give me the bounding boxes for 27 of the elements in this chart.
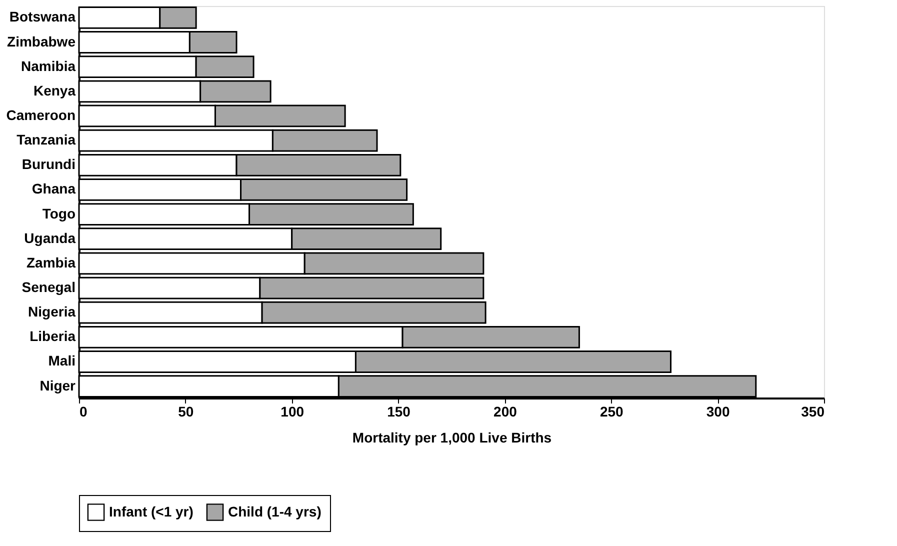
y-tick-label: Uganda (24, 230, 76, 246)
y-tick-label: Kenya (33, 82, 76, 98)
x-tick-label: 250 (600, 404, 624, 420)
x-tick-label: 200 (494, 404, 518, 420)
y-tick-label: Botswana (9, 8, 76, 25)
legend-label: Child (1-4 yrs) (228, 503, 322, 520)
x-tick-label: 150 (387, 404, 411, 420)
y-tick-label: Ghana (32, 180, 76, 197)
y-tick-label: Tanzania (16, 132, 76, 148)
y-tick-label: Togo (42, 205, 76, 222)
y-tick-label: Senegal (22, 279, 76, 296)
legend-label: Infant (<1 yr) (109, 503, 194, 520)
x-tick-label: 100 (280, 404, 304, 420)
x-tick-label: 0 (80, 404, 88, 420)
x-tick-label: 350 (801, 404, 825, 420)
y-tick-label: Burundi (22, 156, 76, 172)
x-tick-label: 50 (178, 404, 194, 420)
y-tick-label: Namibia (21, 58, 76, 74)
y-tick-label: Zimbabwe (7, 33, 76, 50)
x-axis-title: Mortality per 1,000 Live Births (352, 430, 552, 446)
y-tick-label: Liberia (30, 328, 76, 344)
y-tick-label: Mali (48, 352, 76, 369)
y-tick-label: Cameroon (6, 106, 76, 123)
y-tick-label: Zambia (26, 254, 76, 270)
y-tick-label: Nigeria (28, 304, 76, 320)
y-tick-label: Niger (40, 377, 76, 394)
x-tick-label: 300 (706, 404, 730, 420)
